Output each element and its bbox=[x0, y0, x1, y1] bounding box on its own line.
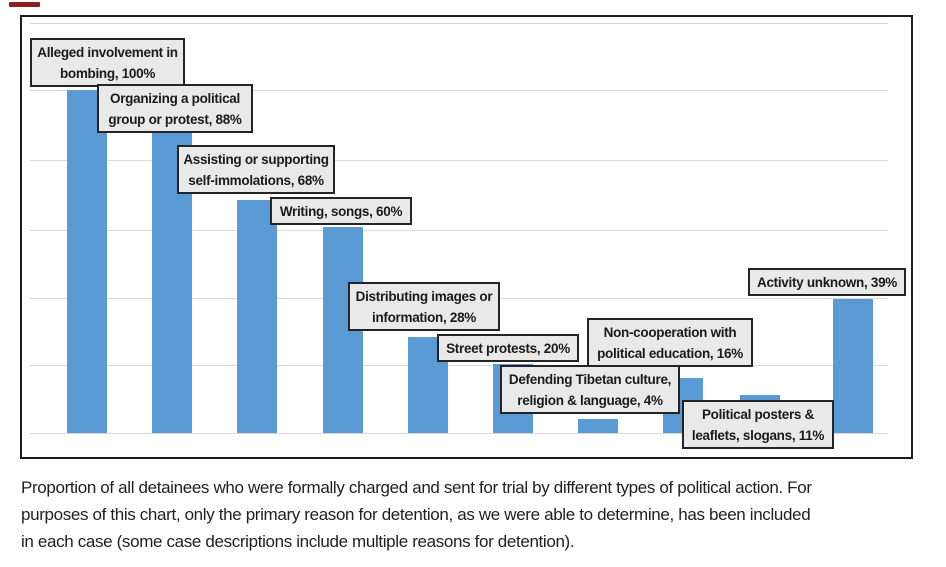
callout-activity-unknown: Activity unknown, 39% bbox=[748, 268, 906, 296]
gridline bbox=[30, 433, 888, 434]
callout-line: leaflets, slogans, 11% bbox=[691, 428, 825, 443]
gridline bbox=[30, 365, 888, 366]
callout-line: Defending Tibetan culture, bbox=[508, 372, 672, 387]
bar-chart-plot-area: Alleged involvement in bombing, 100% Organ… bbox=[22, 17, 911, 457]
callout-line: Political posters & bbox=[701, 407, 815, 422]
gridline bbox=[30, 23, 888, 24]
gridline bbox=[30, 90, 888, 91]
callout-line: religion & language, 4% bbox=[517, 393, 663, 408]
callout-street-protests: Street protests, 20% bbox=[437, 334, 579, 362]
callout-assisting-or-supporting-self-immolations: Assisting or supporting self-immolations,… bbox=[177, 145, 335, 194]
callout-line: Assisting or supporting bbox=[183, 152, 329, 167]
bar-defending-tibetan-culture-religion-language bbox=[578, 419, 618, 433]
caption-line-1: Proportion of all detainees who were for… bbox=[21, 478, 812, 497]
callout-line: Organizing a political bbox=[110, 91, 240, 106]
bar-alleged-involvement-in-bombing bbox=[67, 90, 107, 433]
callout-writing-songs: Writing, songs, 60% bbox=[270, 197, 412, 225]
callout-line: self-immolations, 68% bbox=[188, 173, 324, 188]
callout-line: bombing, 100% bbox=[59, 66, 156, 81]
chart-caption: Proportion of all detainees who were for… bbox=[21, 474, 933, 555]
gridline bbox=[30, 160, 888, 161]
callout-line: group or protest, 88% bbox=[108, 112, 242, 127]
callout-political-posters-leaflets-slogans: Political posters & leaflets, slogans, 11… bbox=[682, 400, 834, 449]
red-artifact-mark bbox=[9, 2, 40, 7]
callout-line: Writing, songs, 60% bbox=[279, 204, 403, 219]
callout-line: Distributing images or bbox=[355, 289, 493, 304]
chart-frame: Alleged involvement in bombing, 100% Organ… bbox=[20, 15, 913, 459]
callout-distributing-images-or-information: Distributing images or information, 28% bbox=[348, 282, 500, 331]
caption-line-3: in each case (some case descriptions inc… bbox=[21, 532, 575, 551]
callout-line: political education, 16% bbox=[597, 346, 743, 361]
callout-defending-tibetan-culture-religion-language: Defending Tibetan culture, religion & lan… bbox=[500, 365, 680, 414]
gridline bbox=[30, 230, 888, 231]
callout-line: Non-cooperation with bbox=[603, 325, 737, 340]
callout-line: Street protests, 20% bbox=[446, 341, 570, 356]
caption-line-2: purposes of this chart, only the primary… bbox=[21, 505, 811, 524]
callout-organizing-a-political-group-or-protest: Organizing a political group or protest, … bbox=[97, 84, 253, 133]
callout-line: information, 28% bbox=[372, 310, 476, 325]
callout-non-cooperation-with-political-education: Non-cooperation with political education,… bbox=[587, 318, 753, 367]
bar-assisting-or-supporting-self-immolations bbox=[237, 200, 277, 433]
callout-line: Activity unknown, 39% bbox=[757, 275, 897, 290]
bar-activity-unknown bbox=[833, 299, 873, 433]
callout-alleged-involvement-in-bombing: Alleged involvement in bombing, 100% bbox=[30, 38, 185, 87]
callout-line: Alleged involvement in bbox=[37, 45, 178, 60]
